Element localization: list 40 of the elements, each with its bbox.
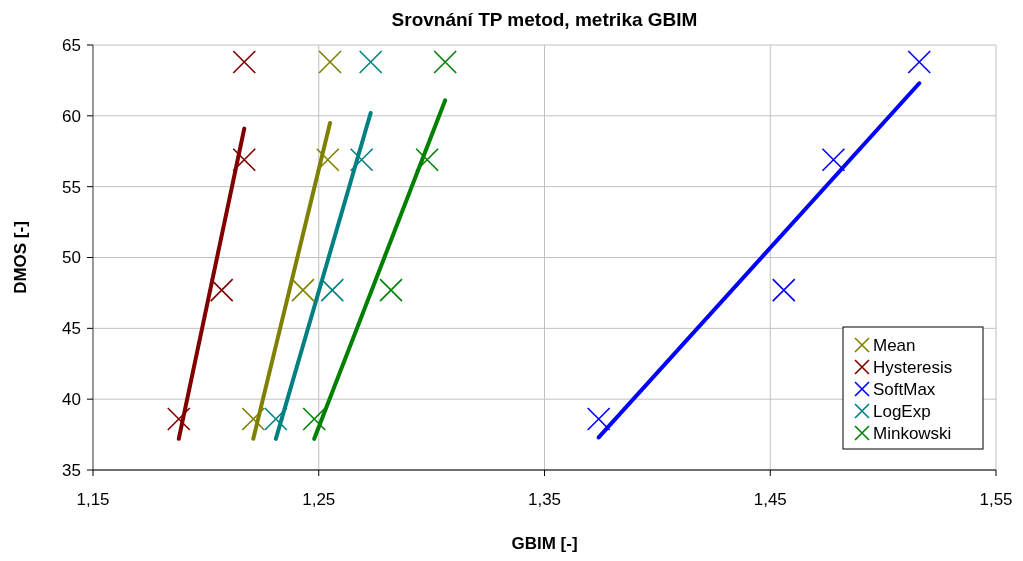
y-tick-label: 40 — [62, 390, 81, 410]
point — [318, 50, 342, 74]
legend-label: Mean — [873, 335, 916, 355]
point — [907, 50, 932, 74]
point — [209, 278, 234, 302]
point — [291, 278, 315, 302]
y-tick-label: 55 — [62, 177, 81, 197]
x-tick-label: 1,35 — [527, 490, 562, 509]
point — [241, 407, 266, 431]
point — [264, 407, 288, 431]
point — [320, 278, 345, 302]
y-tick-label: 35 — [62, 460, 81, 480]
y-tick-label: 50 — [62, 248, 81, 268]
y-tick-label: 65 — [62, 35, 81, 55]
point — [358, 50, 383, 74]
point — [772, 278, 796, 302]
x-tick-label: 1,45 — [753, 490, 787, 509]
point — [415, 147, 439, 172]
point — [586, 407, 611, 431]
point — [232, 50, 257, 74]
legend-label: LogExp — [873, 401, 931, 421]
legend-label: Minkowski — [873, 423, 952, 443]
legend-label: SoftMax — [873, 379, 936, 399]
point — [821, 147, 846, 172]
y-tick-label: 60 — [62, 106, 81, 126]
point — [349, 147, 374, 172]
x-tick-label: 1,25 — [302, 490, 336, 509]
legend-label: Hysteresis — [873, 357, 953, 377]
x-tick-label: 1,55 — [979, 490, 1013, 509]
y-axis-title: DMOS [-] — [11, 221, 30, 294]
point — [379, 278, 403, 302]
y-tick-label: 45 — [62, 319, 81, 339]
x-tick-label: 1,15 — [76, 490, 110, 509]
point — [433, 50, 457, 74]
point — [302, 407, 327, 431]
point — [232, 147, 257, 172]
point — [166, 407, 191, 431]
chart-title: Srovnání TP metod, metrika GBIM — [391, 9, 698, 30]
point — [315, 147, 340, 172]
x-axis-title: GBIM [-] — [511, 534, 578, 553]
